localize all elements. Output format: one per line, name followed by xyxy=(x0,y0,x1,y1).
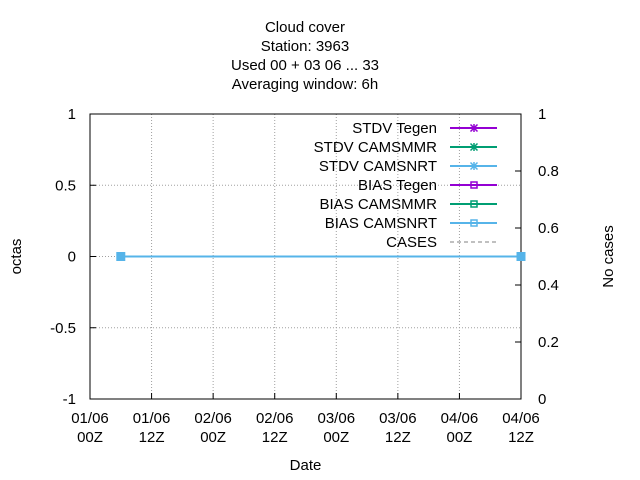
y2-tick-label: 0.6 xyxy=(538,220,559,237)
marker xyxy=(470,219,478,227)
y-tick-label: 0.5 xyxy=(55,177,76,194)
title-line: Used 00 + 03 06 ... 33 xyxy=(231,57,379,74)
y2-tick-label: 0 xyxy=(538,391,546,408)
title-line: Averaging window: 6h xyxy=(232,76,378,93)
x-tick-label: 00Z xyxy=(200,429,226,446)
x-tick-label: 02/06 xyxy=(256,410,294,427)
legend-label: STDV CAMSNRT xyxy=(319,158,437,175)
x-tick-label: 01/06 xyxy=(71,410,109,427)
series-bias-camsnrt xyxy=(116,252,526,261)
x-tick-label: 04/06 xyxy=(441,410,479,427)
title-line: Station: 3963 xyxy=(261,38,349,55)
legend-label: BIAS CAMSMMR xyxy=(319,196,437,213)
y2-tick-label: 1 xyxy=(538,106,546,123)
x-tick-label: 00Z xyxy=(323,429,349,446)
legend: STDV Tegen STDV CAMSMMR STDV CAMSNRT BIAS T… xyxy=(314,120,497,251)
legend-label: STDV Tegen xyxy=(352,120,437,137)
y-tick-label: 1 xyxy=(68,106,76,123)
x-axis: 01/06 00Z 01/06 12Z 02/06 00Z 02/06 12Z 03/06 00Z… xyxy=(71,393,540,446)
legend-label: STDV CAMSMMR xyxy=(314,139,438,156)
series xyxy=(116,252,526,261)
x-tick-label: 12Z xyxy=(262,429,288,446)
data-point xyxy=(516,252,526,261)
x-tick-label: 12Z xyxy=(139,429,165,446)
x-tick-label: 00Z xyxy=(446,429,472,446)
y2-axis: 1 0.8 0.6 0.4 0.2 0 xyxy=(515,106,559,408)
marker xyxy=(469,123,479,133)
y-tick-label: 0 xyxy=(68,249,76,266)
y-tick-label: -1 xyxy=(63,391,76,408)
x-tick-label: 00Z xyxy=(77,429,103,446)
grid xyxy=(90,114,521,399)
x-tick-label: 04/06 xyxy=(502,410,540,427)
marker xyxy=(470,200,478,208)
legend-label: BIAS Tegen xyxy=(358,177,437,194)
chart-title: Cloud cover Station: 3963 Used 00 + 03 06 … xyxy=(231,19,379,93)
marker xyxy=(470,181,478,189)
x-tick-label: 03/06 xyxy=(318,410,356,427)
y2-axis-label: No cases xyxy=(600,225,617,288)
marker xyxy=(469,161,479,171)
legend-label: CASES xyxy=(386,234,437,251)
data-point xyxy=(116,252,126,261)
y2-tick-label: 0.8 xyxy=(538,163,559,180)
legend-label: BIAS CAMSNRT xyxy=(325,215,437,232)
y-axis: 1 0.5 0 -0.5 -1 xyxy=(50,106,96,408)
x-tick-label: 03/06 xyxy=(379,410,417,427)
marker xyxy=(469,142,479,152)
x-tick-label: 12Z xyxy=(508,429,534,446)
x-tick-label: 12Z xyxy=(385,429,411,446)
title-line: Cloud cover xyxy=(265,19,345,36)
y2-tick-label: 0.2 xyxy=(538,334,559,351)
x-tick-label: 02/06 xyxy=(194,410,232,427)
y-axis-label: octas xyxy=(8,239,25,275)
x-axis-label: Date xyxy=(290,457,322,474)
x-tick-label: 01/06 xyxy=(133,410,171,427)
y2-tick-label: 0.4 xyxy=(538,277,559,294)
y-tick-label: -0.5 xyxy=(50,320,76,337)
